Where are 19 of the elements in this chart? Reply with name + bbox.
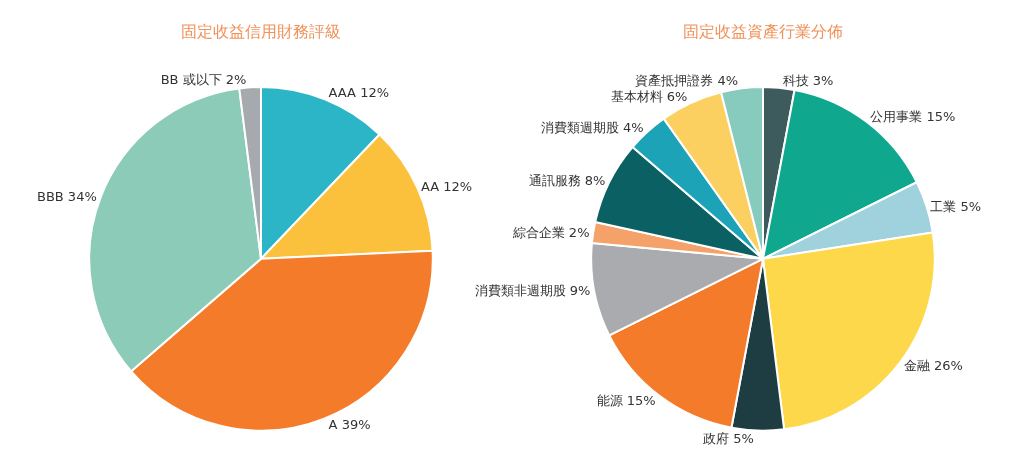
slice-label: 通訊服務 8% xyxy=(528,173,606,189)
slice-label: 公用事業 15% xyxy=(870,109,956,125)
slice-label: BBB 34% xyxy=(36,189,97,205)
slice-label: 能源 15% xyxy=(596,393,656,409)
slice-label: 綜合企業 2% xyxy=(511,224,590,240)
slice-label: 工業 5% xyxy=(930,198,982,214)
slice-label: 金融 26% xyxy=(903,357,963,373)
slice-label: 科技 3% xyxy=(782,72,834,88)
chart-title: 固定收益資產行業分佈 xyxy=(683,22,843,41)
slice-label: AA 12% xyxy=(421,178,473,194)
slice-label: BB 或以下 2% xyxy=(160,72,247,88)
slice-label: 消費類非週期股 9% xyxy=(474,283,591,299)
chart-title: 固定收益信用財務評級 xyxy=(181,22,341,41)
slice-label: A 39% xyxy=(328,417,371,433)
slice-label: 消費類週期股 4% xyxy=(540,120,644,136)
slice-label: 政府 5% xyxy=(703,430,754,446)
slice-label: 資產抵押證券 4% xyxy=(635,73,739,89)
slice-label: AAA 12% xyxy=(328,85,390,101)
slice-label: 基本材料 6% xyxy=(610,89,688,105)
